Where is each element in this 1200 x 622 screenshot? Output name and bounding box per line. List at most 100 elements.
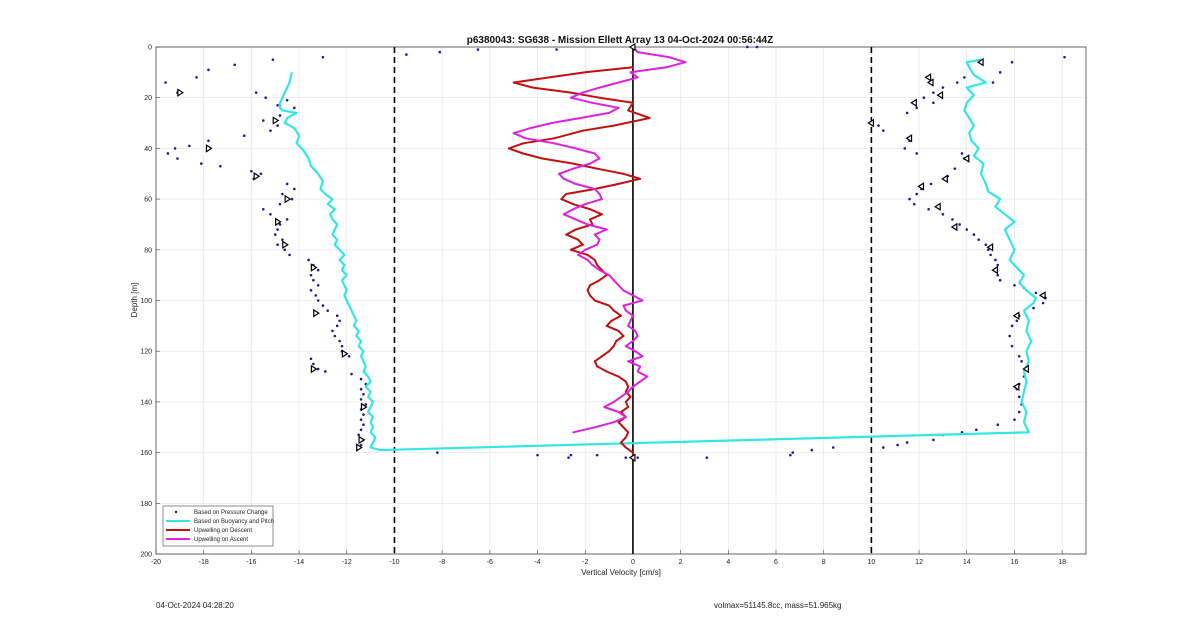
y-tick-label: 40 [144,146,152,153]
pressure-change-point [877,124,880,127]
pressure-change-point [1032,306,1035,310]
pressure-change-point [288,253,291,257]
pressure-change-point [207,68,210,72]
upwelling-ascent-line-point [622,304,625,307]
pressure-change-point [233,63,236,67]
upwelling-ascent-line-point [574,218,577,221]
pressure-change-point [1008,334,1011,338]
upwelling-ascent-line-point [598,269,601,272]
upwelling-ascent-line-point [608,111,611,114]
pressure-change-point [965,228,969,231]
upwelling-descent-line-point [586,253,589,256]
pressure-change-point [316,283,320,287]
upwelling-ascent-line-point [617,411,620,414]
triangle-marker-icon [905,133,913,143]
legend-box [162,505,274,547]
upwelling-ascent-line-point [596,243,599,246]
pressure-change-point [269,129,272,132]
pressure-change-point [438,50,442,54]
pressure-change-point [963,76,966,79]
triangle-marker-icon [275,217,282,227]
triangle-marker-icon [950,222,958,232]
upwelling-descent-line-point [622,426,625,429]
pressure-change-point [269,213,272,216]
x-tick-label: 8 [822,559,826,566]
upwelling-descent-line-point [541,157,544,160]
triangle-marker-icon [205,144,213,153]
upwelling-ascent-line-point [617,81,620,84]
upwelling-descent-line-point [565,193,568,196]
pressure-change-point [281,238,284,241]
pressure-change-point [567,456,570,459]
upwelling-ascent-line-point [589,162,591,165]
x-tick-label: -14 [294,559,304,566]
upwelling-descent-line-point [522,152,525,155]
x-tick-label: 2 [679,559,683,566]
upwelling-ascent-line-point [600,198,603,201]
pressure-change-point [1017,410,1021,414]
pressure-change-point [882,129,885,132]
pressure-change-point [927,207,930,211]
pressure-change-point [998,278,1002,282]
pressure-change-point [350,372,353,376]
y-tick-label: 0 [148,45,152,52]
pressure-change-point [331,329,334,333]
y-tick-label: 60 [144,197,152,204]
pressure-change-point [276,104,279,107]
upwelling-descent-line-point [586,289,589,292]
pressure-change-point [1010,324,1014,328]
x-tick-label: -20 [151,559,161,566]
pressure-change-point [242,134,246,138]
pressure-change-point [436,451,439,454]
upwelling-descent-line-point [581,129,584,132]
pressure-change-point [972,233,976,236]
triangle-marker-icon [341,349,349,359]
triangle-marker-icon [1012,311,1020,321]
pressure-change-point [283,248,287,252]
pressure-change-point [996,423,1000,427]
triangle-marker-icon [867,118,874,128]
upwelling-ascent-line-point [636,51,639,54]
pressure-change-point [321,304,325,307]
pressure-change-point [254,91,258,94]
upwelling-descent-line-point [620,314,622,317]
y-tick-label: 100 [140,298,152,305]
upwelling-ascent-line-point [593,187,596,190]
triangle-marker-icon [358,435,366,445]
upwelling-descent-line-point [620,441,622,444]
upwelling-ascent-line-point [512,132,515,135]
pressure-change-point [285,218,289,221]
pressure-change-point [960,431,964,434]
upwelling-descent-line-point [572,203,575,206]
upwelling-ascent-line-point [667,56,670,59]
triangle-marker-icon [356,443,363,452]
pressure-change-point [908,197,911,201]
upwelling-ascent-line-point [572,431,575,434]
pressure-change-point [321,55,325,59]
triangle-marker-icon [282,240,289,250]
pressure-change-point [1041,301,1045,305]
pressure-change-point [536,453,539,457]
upwelling-descent-line-point [605,324,608,327]
upwelling-descent-line-point [648,116,651,119]
pressure-change-point [293,187,296,191]
y-tick-label: 120 [140,349,152,356]
upwelling-ascent-line-point [634,329,637,332]
pressure-change-point [989,253,992,257]
upwelling-ascent-line-point [572,208,575,211]
triangle-marker-icon [1038,291,1046,300]
pressure-change-point [705,456,709,459]
reference-lines [393,47,873,554]
pressure-change-point [264,96,267,99]
triangle-marker-icon [941,174,948,184]
pressure-change-point [164,81,167,84]
pressure-change-point [882,446,885,449]
triangle-marker-icon [976,57,984,67]
pressure-change-point [324,370,327,373]
y-tick-label: 80 [144,247,152,254]
triangle-marker-icon [910,98,917,108]
upwelling-ascent-line-point [579,116,582,119]
pressure-change-point [262,119,265,122]
legend-label-ascent: Upwelling on Ascent [194,537,248,543]
upwelling-ascent-line-point [612,279,615,282]
